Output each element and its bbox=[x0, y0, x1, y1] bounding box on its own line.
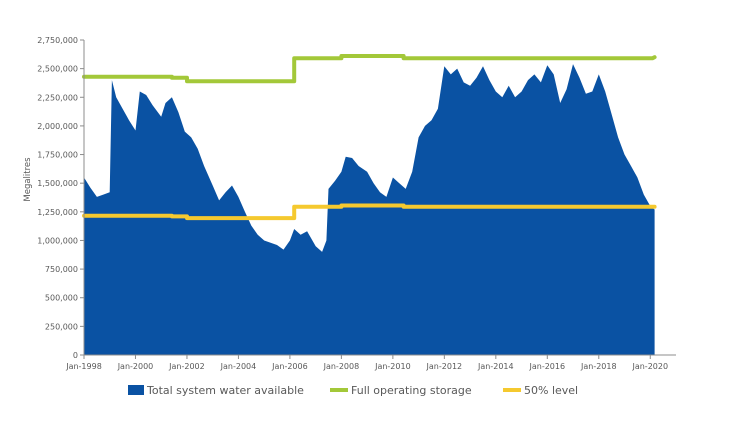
y-tick-label: 250,000 bbox=[45, 322, 78, 331]
legend-swatch bbox=[128, 385, 144, 395]
legend-item: Full operating storage bbox=[330, 384, 472, 397]
y-tick-label: 750,000 bbox=[45, 265, 78, 274]
legend-item: Total system water available bbox=[128, 384, 304, 397]
y-tick-label: 1,000,000 bbox=[37, 236, 78, 245]
x-tick-label: Jan-2020 bbox=[631, 362, 668, 371]
series-layer bbox=[82, 54, 657, 355]
axes bbox=[83, 40, 676, 356]
x-tick-label: Jan-2008 bbox=[323, 362, 360, 371]
y-tick-label: 2,000,000 bbox=[37, 122, 78, 131]
y-tick-label: 1,500,000 bbox=[37, 179, 78, 188]
legend: Total system water available Full operati… bbox=[128, 384, 578, 397]
x-tick-label: Jan-2004 bbox=[220, 362, 257, 371]
x-tick-label: Jan-2014 bbox=[477, 362, 514, 371]
y-tick-label: 0 bbox=[73, 351, 78, 360]
y-tick-label: 1,750,000 bbox=[37, 151, 78, 160]
x-tick-label: Jan-2018 bbox=[580, 362, 617, 371]
x-tick-label: Jan-2016 bbox=[529, 362, 566, 371]
y-axis-ticks: 0 250,000 500,000 750,000 1,000,000 1,250,000… bbox=[37, 36, 84, 360]
x-tick-label: Jan-2000 bbox=[117, 362, 154, 371]
x-tick-label: Jan-2010 bbox=[374, 362, 411, 371]
series-line-50-percent-level bbox=[82, 203, 657, 221]
x-axis-ticks: Jan-1998 Jan-2000 Jan-2002 Jan-2004 Jan-2006… bbox=[65, 355, 668, 371]
y-tick-label: 2,250,000 bbox=[37, 93, 78, 102]
y-axis-label: Megalitres bbox=[23, 157, 33, 202]
series-line-full-operating-storage bbox=[82, 54, 657, 84]
series-area-total-water bbox=[84, 64, 655, 355]
x-tick-label: Jan-2006 bbox=[271, 362, 308, 371]
legend-item: 50% level bbox=[503, 384, 578, 397]
legend-label: 50% level bbox=[524, 384, 578, 397]
legend-label: Total system water available bbox=[146, 384, 304, 397]
y-tick-label: 2,500,000 bbox=[37, 65, 78, 74]
legend-label: Full operating storage bbox=[351, 384, 472, 397]
x-tick-label: Jan-1998 bbox=[65, 362, 102, 371]
y-tick-label: 500,000 bbox=[45, 294, 78, 303]
x-tick-label: Jan-2012 bbox=[426, 362, 463, 371]
y-tick-label: 2,750,000 bbox=[37, 36, 78, 45]
x-tick-label: Jan-2002 bbox=[168, 362, 205, 371]
y-tick-label: 1,250,000 bbox=[37, 208, 78, 217]
